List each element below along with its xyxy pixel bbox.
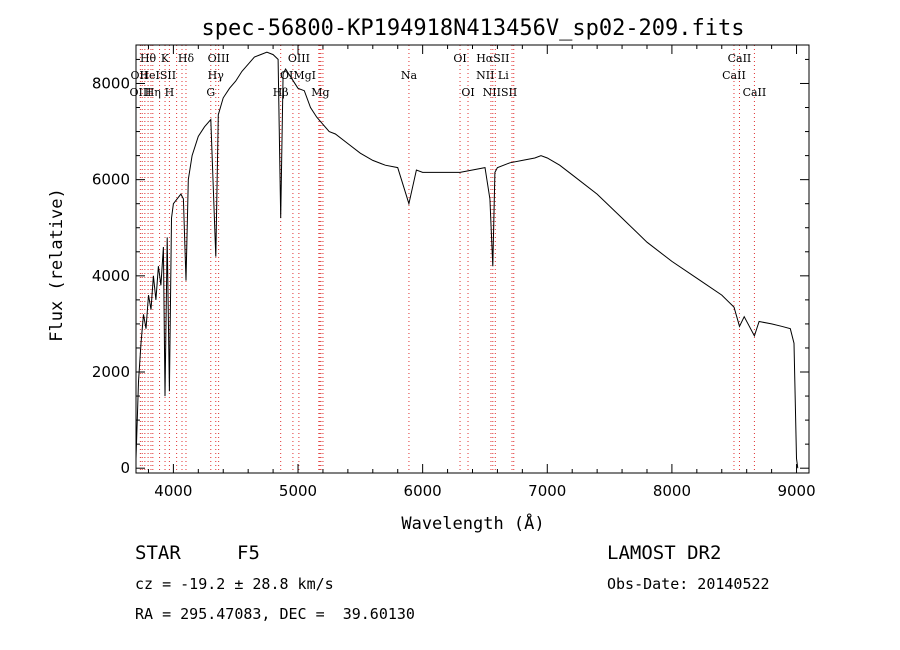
y-tick-label: 8000 [92,74,130,92]
spectral-line-label: OII [131,69,149,82]
redshift-text: cz = -19.2 ± 28.8 km/s [135,575,334,593]
spectral-line-label: CaII [722,69,746,82]
y-tick-label: 4000 [92,267,130,285]
y-tick-label: 6000 [92,171,130,189]
spectral-line-label: NIISII [483,86,518,99]
spectral-line-label: G [206,86,215,99]
spectral-line-label: CaII [743,86,767,99]
spectral-line-label: Na [401,69,418,82]
spectral-line-label: CaII [728,52,752,65]
spectral-line-label: OIII [129,86,151,99]
x-tick-label: 5000 [279,482,317,500]
chart-title: spec-56800-KP194918N413456V_sp02-209.fit… [201,16,744,41]
plot-frame [135,44,810,474]
spectrum-series-line [135,51,799,469]
x-tick-label: 4000 [154,482,192,500]
x-tick-label: 7000 [528,482,566,500]
coordinates-text: RA = 295.47083, DEC = 39.60130 [135,605,415,623]
spectral-line-label: Mg [311,86,329,99]
x-tick-label: 6000 [404,482,442,500]
spectral-line-label: OIMgI [280,69,316,82]
x-axis-title: Wavelength (Å) [401,512,544,534]
spectral-line-label: HeISII [139,69,176,82]
spectral-line-label: OIII [288,52,310,65]
y-axis-title: Flux (relative) [47,188,67,342]
axis-ticks: 4000 5000 6000 7000 8000 9000 0 2000 4000 6000 800… [92,45,816,500]
survey-name: LAMOST DR2 [607,542,722,564]
spectral-line-label: Hγ [208,69,225,82]
object-type: STAR [135,542,181,564]
spectral-line-label: OI [453,52,466,65]
spectral-line-label: Hβ [273,86,289,99]
x-tick-label: 9000 [777,482,815,500]
spectral-line-label: Hη [145,86,161,99]
spectral-line-label: OIII [208,52,230,65]
y-tick-label: 2000 [92,363,130,381]
obs-date-text: Obs-Date: 20140522 [607,575,770,593]
x-tick-label: 8000 [653,482,691,500]
spectral-subclass: F5 [237,542,260,564]
y-tick-label: 0 [120,459,130,477]
spectral-line-label: Hδ [178,52,195,65]
spectral-line-markers [139,45,755,473]
spectral-line-label: Hθ [140,52,157,65]
spectral-line-label: H [165,86,175,99]
spectral-line-label: OI [461,86,474,99]
spectral-line-label: NII Li [476,69,509,82]
spectral-line-label: K [161,52,170,65]
spectral-line-label: HαSII [476,52,509,65]
